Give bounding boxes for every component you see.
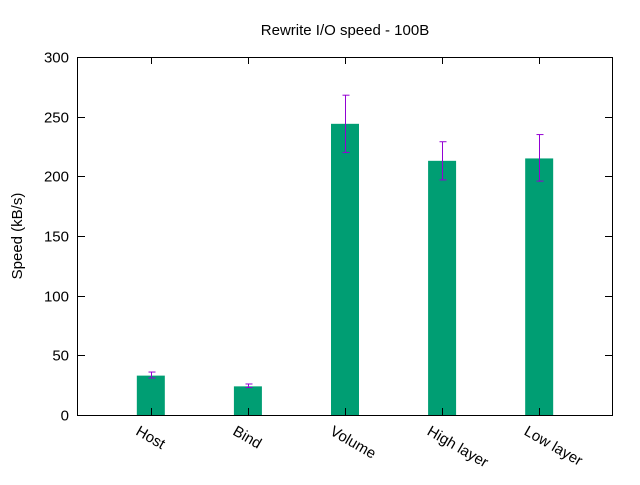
x-tick-label: Low layer: [521, 423, 585, 470]
y-tick-label: 250: [44, 110, 69, 127]
x-ticks-layer: Host Bind Volume High layer Low layer: [133, 57, 585, 471]
y-tick-label: 0: [61, 408, 69, 425]
error-bar: [536, 134, 544, 182]
error-bar: [245, 383, 253, 389]
chart-title: Rewrite I/O speed - 100B: [261, 22, 429, 39]
error-bar: [148, 371, 156, 379]
y-tick-label: 150: [44, 229, 69, 246]
y-tick-label: 50: [52, 348, 69, 365]
bar: [525, 158, 554, 415]
y-tick-label: 100: [44, 289, 69, 306]
y-axis-label: Speed (kB/s): [9, 193, 26, 280]
bars-layer: [136, 123, 554, 416]
x-tick-label: High layer: [424, 423, 491, 471]
bar: [233, 386, 262, 415]
x-tick-label: Host: [133, 423, 169, 454]
x-tick-label: Bind: [230, 423, 265, 453]
x-tick-label: Volume: [327, 423, 379, 463]
error-bars-layer: [148, 94, 544, 389]
bar: [331, 123, 359, 416]
error-bar: [439, 141, 447, 181]
error-bar: [342, 94, 350, 153]
bar: [136, 375, 165, 415]
y-ticks-layer: 0 50 100 150 200 250 300: [44, 50, 612, 425]
y-tick-label: 200: [44, 169, 69, 186]
bar: [428, 160, 457, 415]
y-tick-label: 300: [44, 50, 69, 67]
